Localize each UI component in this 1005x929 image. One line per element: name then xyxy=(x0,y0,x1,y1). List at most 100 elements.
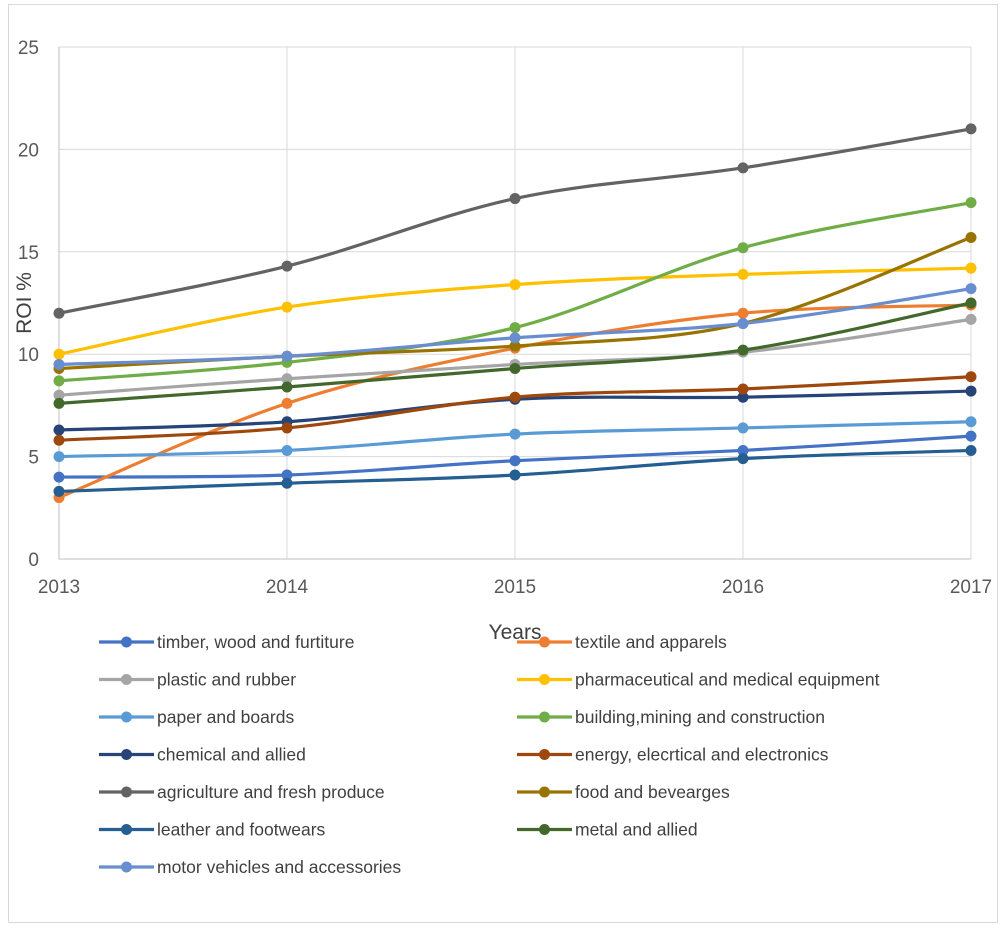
data-point xyxy=(53,307,65,319)
legend-label: building,mining and construction xyxy=(575,707,825,727)
data-point xyxy=(965,197,977,209)
data-point xyxy=(509,340,521,352)
legend-label: textile and apparels xyxy=(575,632,727,652)
data-point xyxy=(509,469,521,481)
legend-item: food and bevearges xyxy=(517,782,730,802)
x-axis-title: Years xyxy=(489,621,542,644)
chart-area: 0 5 10 15 20 25 2013 2014 2015 2016 2017 Years ROI… xyxy=(8,4,998,923)
legend-swatch-marker xyxy=(121,636,132,648)
data-point xyxy=(509,363,521,375)
data-point xyxy=(965,371,977,383)
legend-swatch-marker xyxy=(539,749,550,760)
legend-item: paper and boards xyxy=(99,707,294,727)
legend-swatch-marker xyxy=(121,674,132,685)
y-tick-label: 15 xyxy=(18,243,39,264)
data-point xyxy=(737,307,749,319)
x-tick-label: 2013 xyxy=(38,577,80,598)
data-point xyxy=(281,422,293,434)
legend-item: agriculture and fresh produce xyxy=(99,782,385,802)
data-point xyxy=(737,344,749,356)
y-tick-label: 25 xyxy=(18,38,39,59)
x-tick-label: 2014 xyxy=(266,577,309,598)
data-point xyxy=(965,385,977,397)
data-point xyxy=(53,485,65,497)
data-point xyxy=(737,444,749,456)
y-tick-label: 0 xyxy=(28,550,39,571)
data-point xyxy=(737,268,749,280)
series-8 xyxy=(53,123,977,319)
data-point xyxy=(281,477,293,489)
legend-swatch-marker xyxy=(121,861,132,873)
legend-label: plastic and rubber xyxy=(157,670,296,690)
data-point xyxy=(53,434,65,446)
data-point xyxy=(281,469,293,481)
data-point xyxy=(281,350,293,362)
legend-item: building,mining and construction xyxy=(517,707,825,727)
y-axis-title: ROI % xyxy=(13,272,36,334)
legend-item: timber, wood and furtiture xyxy=(99,632,354,652)
data-point xyxy=(509,279,521,291)
data-point xyxy=(53,348,65,360)
data-point xyxy=(509,428,521,440)
series-3 xyxy=(53,262,977,360)
y-tick-label: 10 xyxy=(18,345,39,366)
data-point xyxy=(509,322,521,334)
y-tick-label: 5 xyxy=(28,448,39,469)
legend-swatch-marker xyxy=(539,824,550,835)
legend: timber, wood and furtiture textile and ap… xyxy=(99,632,880,877)
series-lines xyxy=(53,123,977,504)
data-point xyxy=(965,123,977,135)
legend-swatch-marker xyxy=(121,711,132,723)
legend-item: chemical and allied xyxy=(99,745,306,765)
line-chart: 0 5 10 15 20 25 2013 2014 2015 2016 2017 Years ROI… xyxy=(13,38,992,877)
series-10 xyxy=(53,444,977,497)
data-point xyxy=(53,471,65,483)
x-tick-label: 2016 xyxy=(722,577,764,598)
data-point xyxy=(281,444,293,456)
gridlines xyxy=(59,46,972,560)
legend-swatch-marker xyxy=(539,786,550,798)
data-point xyxy=(281,301,293,313)
data-point xyxy=(281,260,293,272)
legend-swatch-marker xyxy=(121,786,132,798)
data-point xyxy=(737,317,749,329)
legend-label: leather and footwears xyxy=(157,820,326,840)
data-point xyxy=(509,391,521,403)
x-tick-label: 2015 xyxy=(494,577,536,598)
data-point xyxy=(965,430,977,442)
data-point xyxy=(53,375,65,387)
data-point xyxy=(737,383,749,395)
legend-item: textile and apparels xyxy=(517,632,727,652)
legend-swatch-marker xyxy=(121,824,132,835)
data-point xyxy=(509,455,521,467)
axes: 0 5 10 15 20 25 2013 2014 2015 2016 2017 xyxy=(18,38,992,598)
legend-label: agriculture and fresh produce xyxy=(157,782,385,802)
x-tick-label: 2017 xyxy=(950,577,992,598)
legend-label: metal and allied xyxy=(575,820,698,840)
series-11 xyxy=(53,297,977,409)
data-point xyxy=(281,373,293,385)
data-point xyxy=(965,416,977,428)
series-5 xyxy=(53,197,977,387)
legend-item: motor vehicles and accessories xyxy=(99,857,401,877)
data-point xyxy=(53,358,65,370)
legend-swatch-marker xyxy=(539,636,550,648)
data-point xyxy=(509,193,521,205)
legend-swatch-marker xyxy=(121,749,132,760)
y-tick-label: 20 xyxy=(18,140,39,161)
series-12 xyxy=(53,283,977,370)
series-0 xyxy=(53,430,977,483)
legend-swatch-marker xyxy=(539,711,550,723)
legend-item: pharmaceutical and medical equipment xyxy=(517,670,880,690)
data-point xyxy=(737,453,749,465)
data-point xyxy=(965,444,977,456)
data-point xyxy=(509,332,521,344)
legend-label: motor vehicles and accessories xyxy=(157,857,401,877)
data-point xyxy=(965,262,977,274)
legend-label: pharmaceutical and medical equipment xyxy=(575,670,880,690)
data-point xyxy=(53,451,65,463)
legend-swatch-marker xyxy=(539,674,550,685)
legend-item: metal and allied xyxy=(517,820,698,840)
data-point xyxy=(53,424,65,436)
series-4 xyxy=(53,416,977,463)
